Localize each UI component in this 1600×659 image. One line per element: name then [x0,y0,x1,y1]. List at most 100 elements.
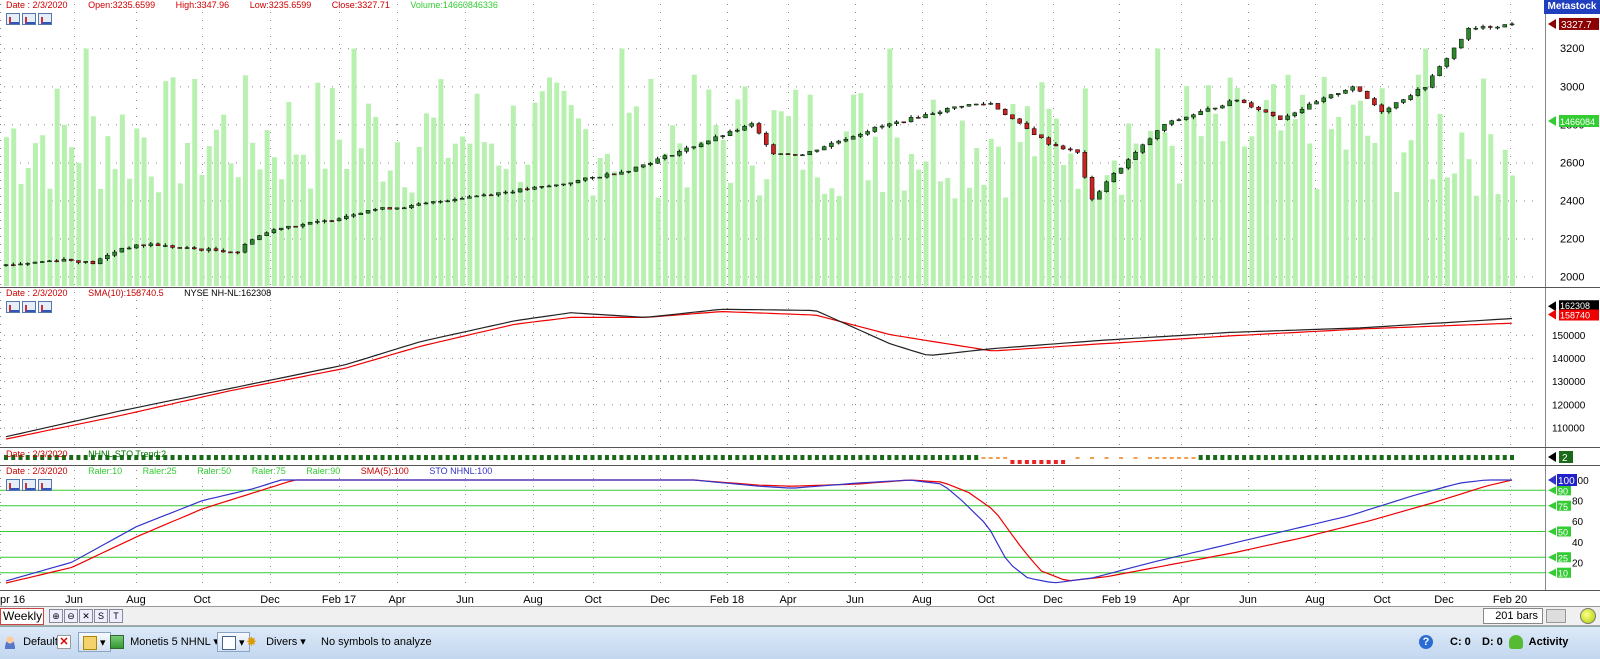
grid-dot [44,381,45,383]
grid-dot [836,200,837,202]
nhnl-pane[interactable]: Date : 2/3/2020 SMA(10):158740.5 NYSE NH… [0,288,1600,448]
grid-dot [1292,162,1293,164]
grid-dot [1053,478,1054,479]
chart-zoom-icon[interactable] [22,479,36,491]
grid-dot [916,427,917,429]
grid-dot [1172,334,1173,336]
grid-dot [74,420,75,421]
grid-dot [636,48,637,50]
grid-dot [136,52,137,53]
grid-dot [980,162,981,164]
grid-dot [339,550,340,551]
price-pane[interactable]: Date : 2/3/2020 Open:3235.6599 High:3347… [0,0,1600,288]
grid-dot [292,162,293,164]
grid-dot [700,86,701,88]
grid-dot [339,518,340,519]
nhnl-y-axis[interactable]: 150000 140000 130000 120000 110000 162308 1587… [1548,288,1600,447]
grid-dot [1508,238,1509,240]
candle [619,171,624,175]
grid-dot [420,48,421,50]
chart-properties-icon[interactable] [6,301,20,313]
grid-dot [1315,396,1316,397]
chart-draw-icon[interactable] [38,479,52,491]
candle [727,130,733,136]
trend-pane[interactable]: Date : 2/3/2020 NHNL STO Trend:2 2 [0,448,1600,466]
grid-dot [908,200,909,202]
grid-dot [136,582,137,583]
chart-properties-icon[interactable] [6,13,20,25]
grid-dot [1092,404,1093,406]
grid-dot [788,470,789,471]
sto-y-axis[interactable]: 100 80 60 40 20 90 75 50 25 10 100 [1548,466,1600,590]
grid-dot [270,76,271,77]
grid-dot [1516,200,1517,202]
x-axis[interactable]: pr 16 Jun Aug Oct Dec Feb 17 Apr Jun Aug Oct Dec Fe… [0,591,1600,607]
grid-dot [940,357,941,359]
grid-dot [986,364,987,365]
grid-dot [452,200,453,202]
trend-plot-area[interactable] [0,448,1546,465]
grid-dot [444,276,445,278]
candle [155,243,161,246]
candle [1408,95,1413,100]
grid-dot [1315,372,1316,373]
grid-dot [339,332,340,333]
grid-dot [1212,334,1213,336]
price-plot-area[interactable] [0,0,1546,287]
grid-dot [484,86,485,88]
grid-dot [1119,550,1120,551]
grid-dot [684,48,685,50]
chart-properties-icon[interactable] [6,479,20,491]
grid-dot [700,48,701,50]
grid-dot [436,48,437,50]
grid-dot [1315,308,1316,309]
trend-mark [503,455,508,460]
grid-dot [1248,566,1249,567]
grid-dot [1510,566,1511,567]
grid-dot [922,444,923,445]
grid-dot [660,28,661,29]
chart-zoom-icon[interactable] [22,13,36,25]
grid-dot [1300,427,1301,429]
grid-dot [348,162,349,164]
chart-zoom-icon[interactable] [22,301,36,313]
chart-draw-icon[interactable] [38,13,52,25]
grid-dot [412,357,413,359]
grid-dot [136,100,137,101]
nhnl-plot-area[interactable] [0,288,1546,447]
candle [807,151,812,156]
sto-plot-area[interactable] [0,466,1546,590]
grid-dot [20,86,21,88]
grid-dot [164,427,165,429]
grid-dot [660,396,661,397]
grid-dot [1053,574,1054,575]
grid-dot [1444,124,1445,126]
grid-dot [820,238,821,240]
volume-bar [771,110,777,286]
grid-dot [684,238,685,240]
grid-dot [644,162,645,164]
grid-dot [1364,86,1365,88]
grid-dot [1156,334,1157,336]
grid-dot [397,292,398,293]
grid-dot [1404,357,1405,359]
grid-dot [727,140,728,141]
candle [264,232,269,236]
trend-mark [851,455,856,460]
grid-dot [788,574,789,575]
grid-dot [204,162,205,164]
grid-dot [1348,162,1349,164]
grid-dot [1044,404,1045,406]
volume-bar [532,102,538,286]
candle [821,146,827,151]
sto-pane[interactable]: Date : 2/3/2020 Raler:10 Raler:25 Raler:… [0,466,1600,591]
price-y-axis[interactable]: 32003000280026002400220020003327.7146608… [1548,0,1600,287]
grid-dot [932,48,933,50]
grid-dot [593,444,594,445]
chart-draw-icon[interactable] [38,301,52,313]
header-date: Date : 2/3/2020 [6,0,68,10]
trend-y-axis[interactable]: 2 [1548,448,1600,465]
grid-dot [1181,444,1182,445]
volume-bar [713,125,719,286]
grid-dot [270,356,271,357]
